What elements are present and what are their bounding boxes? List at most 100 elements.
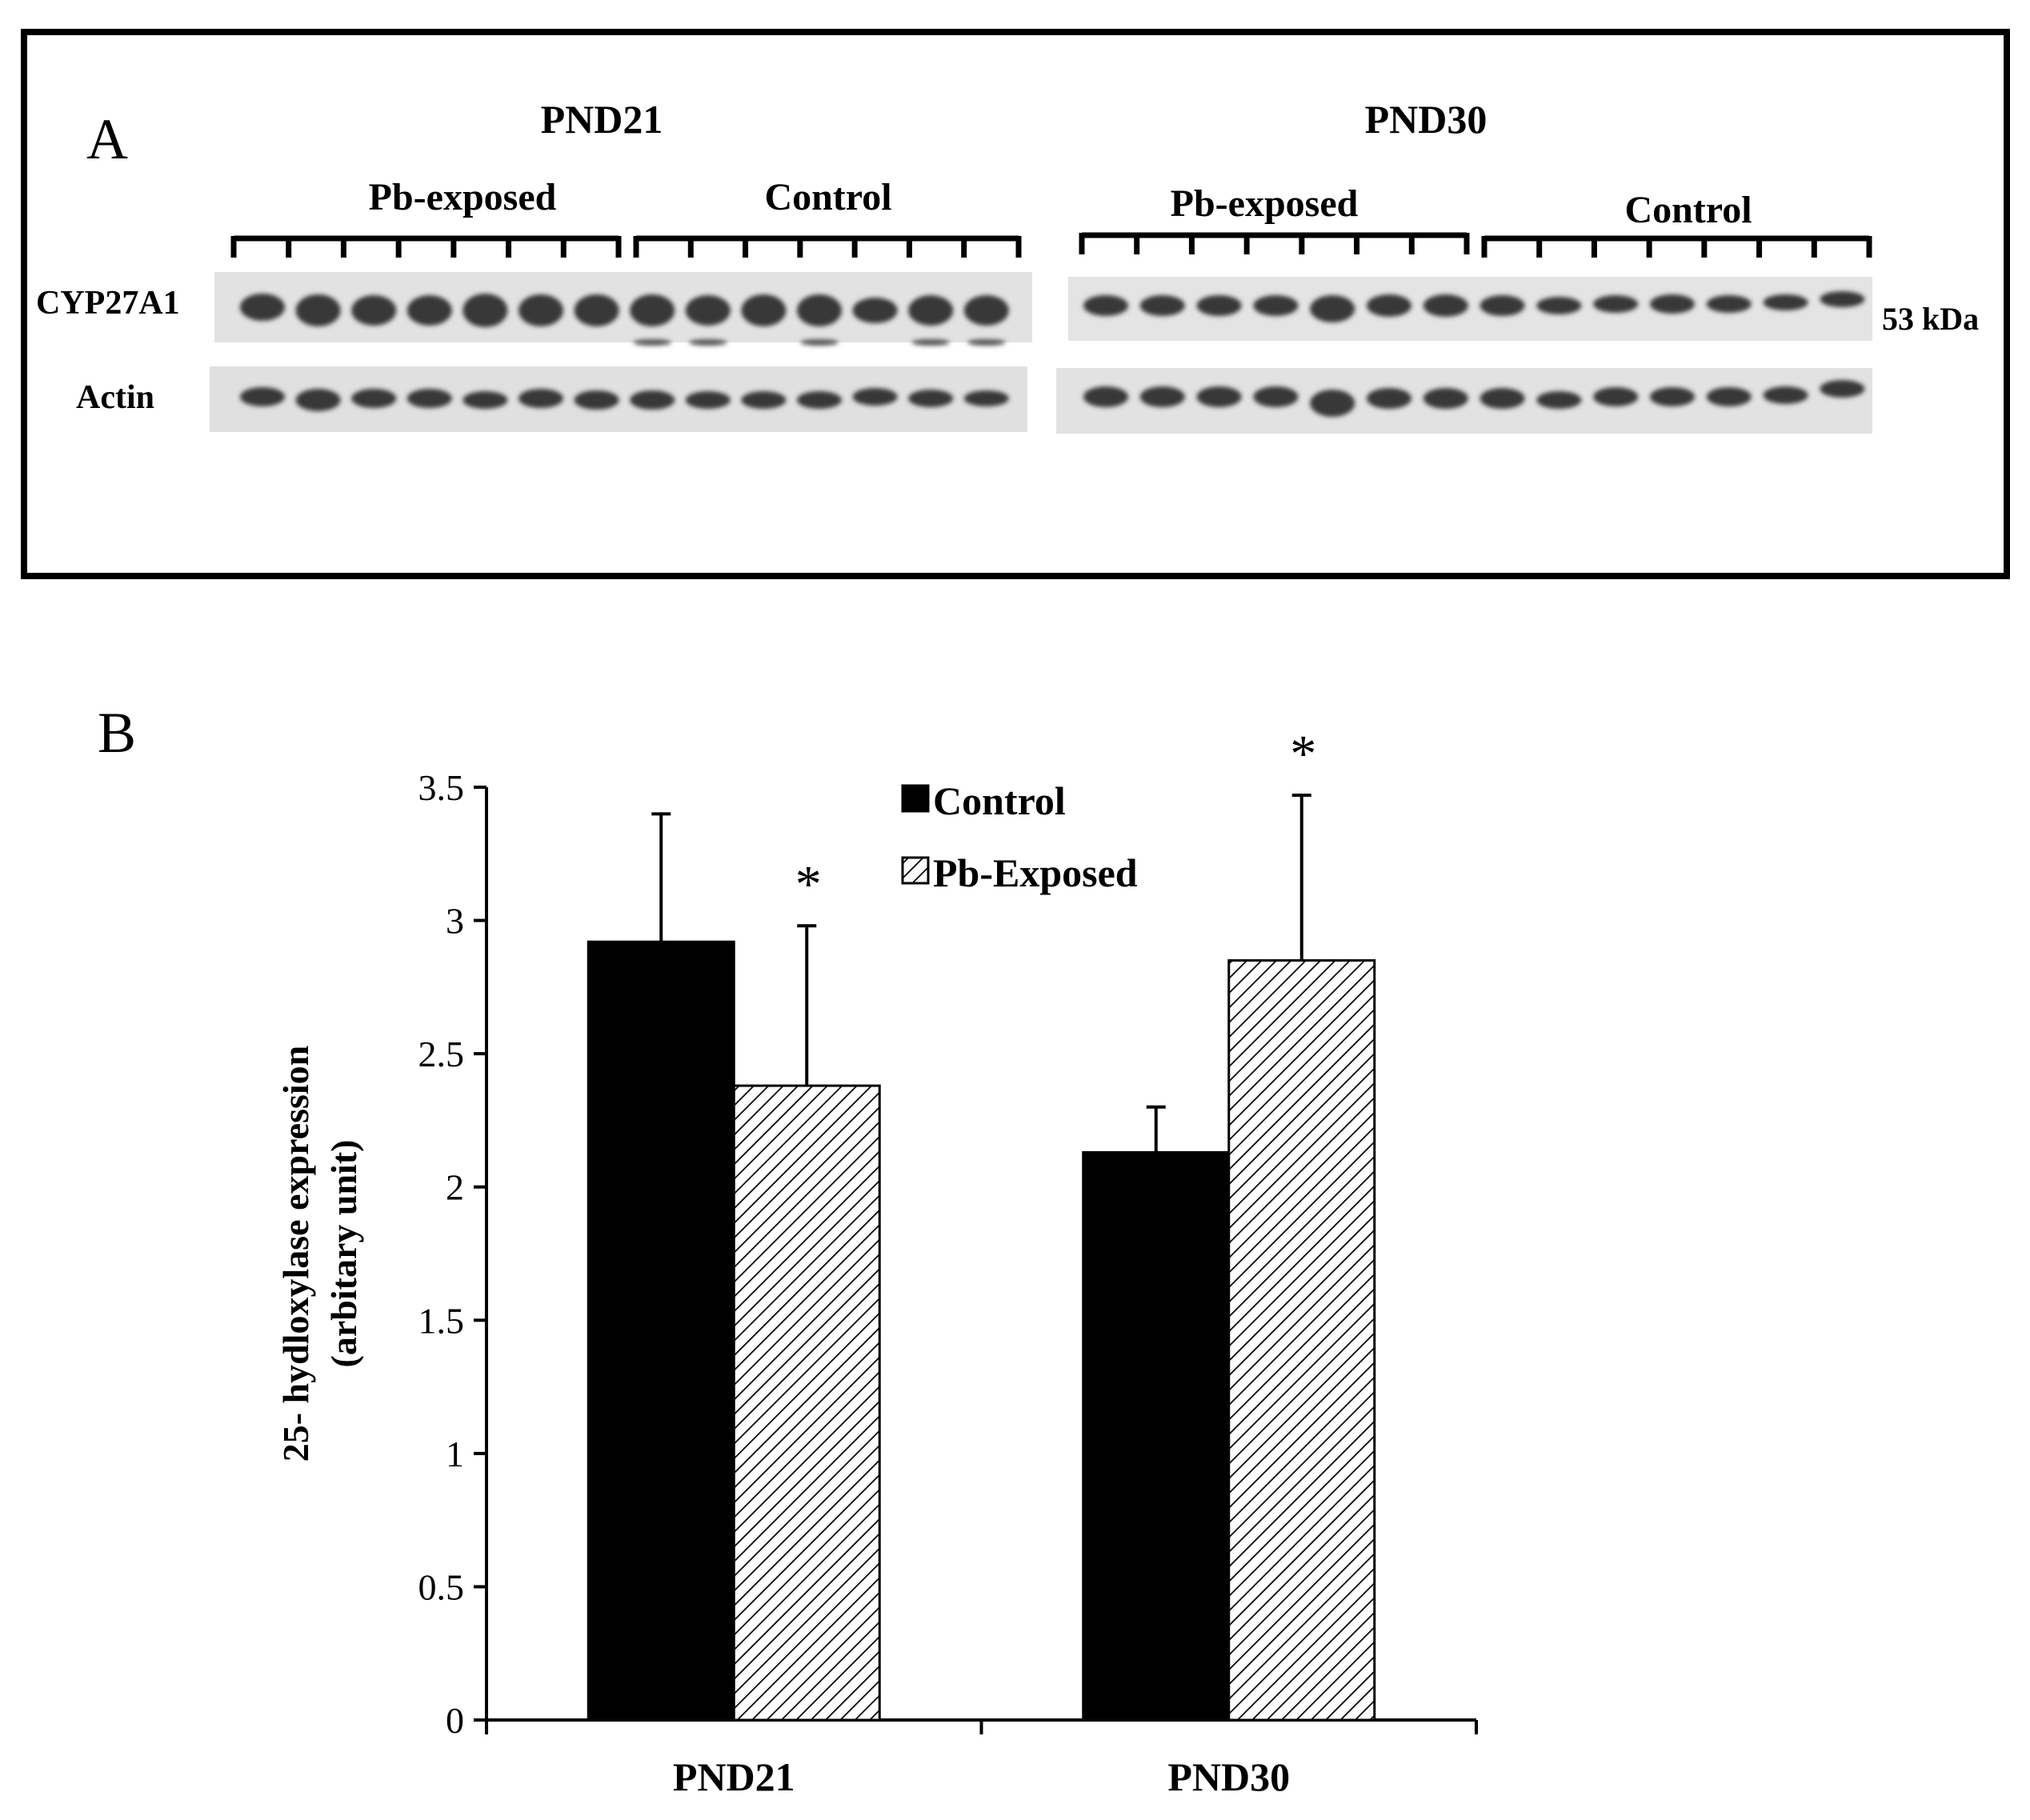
y-tick-label: 0.5 <box>418 1566 465 1607</box>
x-category-label: PND21 <box>673 1754 795 1799</box>
actin-pnd30-band <box>1650 387 1695 406</box>
panel-b: B 0 0.5 1 1.5 2 2.5 3 3.5 * PND21 * PND30 25- hydlox… <box>98 701 1478 1799</box>
group-title-pnd21: PND21 <box>541 97 663 142</box>
y-tick-label: 2.5 <box>418 1034 465 1074</box>
subgroup-label-pnd21-pb: Pb-exposed <box>369 176 557 218</box>
cyp27a1-pnd30-band <box>1820 291 1865 307</box>
y-tick-label: 0 <box>446 1700 464 1741</box>
cyp27a1-pnd30-band <box>1593 295 1639 313</box>
actin-pnd21-band <box>963 390 1009 406</box>
actin-pnd30-band <box>1139 386 1185 407</box>
actin-pnd21-band <box>351 389 397 408</box>
lane-brackets <box>230 232 1872 258</box>
blot-strip-cyp-pnd30 <box>1068 277 1872 341</box>
blot-bands <box>240 291 1865 417</box>
row-label-cyp27a1: CYP27A1 <box>36 285 180 322</box>
legend-label-control: Control <box>933 778 1066 823</box>
x-category-label: PND30 <box>1167 1754 1290 1799</box>
actin-pnd21-band <box>852 388 898 406</box>
actin-pnd30-band <box>1479 388 1525 409</box>
cyp27a1-pnd30-band <box>1423 294 1468 317</box>
cyp27a1-pnd21-band <box>630 294 675 326</box>
y-axis-label: 25- hydloxylase expression <box>275 1046 316 1462</box>
y-tick-label: 1.5 <box>418 1300 465 1341</box>
cyp27a1-pnd21-band <box>295 294 341 326</box>
legend-label-pb-exposed: Pb-Exposed <box>933 850 1138 895</box>
cyp27a1-pnd30-band <box>1139 295 1185 316</box>
panel-a-frame <box>21 29 2010 579</box>
actin-pnd21-band <box>630 390 675 410</box>
molecular-weight-marker: 53 kDa <box>1882 301 1979 337</box>
actin-pnd21-band <box>519 389 563 408</box>
actin-pnd30-band <box>1253 386 1299 407</box>
legend-swatch-pb-exposed <box>901 856 930 885</box>
y-tick-label: 1 <box>446 1434 464 1474</box>
bar-pnd30-pb-exposed <box>1227 959 1376 1722</box>
actin-pnd21-band <box>797 391 842 409</box>
actin-pnd30-band <box>1196 386 1242 407</box>
actin-pnd21-band <box>574 390 619 410</box>
bar-chart: 0 0.5 1 1.5 2 2.5 3 3.5 * PND21 * PND30 25- hydloxyl… <box>275 725 1478 1799</box>
actin-pnd21-band <box>741 391 787 409</box>
actin-pnd21-band <box>240 387 285 406</box>
actin-pnd30-band <box>1083 386 1128 407</box>
actin-pnd30-band <box>1367 388 1411 409</box>
subgroup-label-pnd30-pb: Pb-exposed <box>1171 182 1359 225</box>
y-tick-label: 2 <box>446 1167 464 1208</box>
cyp27a1-pnd21-band <box>406 295 452 326</box>
actin-pnd30-band <box>1820 380 1865 398</box>
faint-band <box>967 339 1006 346</box>
bar-pnd30-control <box>1082 1150 1231 1722</box>
cyp27a1-pnd21-band <box>519 294 563 326</box>
cyp27a1-pnd30-band <box>1536 297 1582 314</box>
bar-pnd21-pb-exposed <box>732 1084 881 1722</box>
significance-star: * <box>795 855 822 914</box>
actin-pnd30-band <box>1423 388 1468 409</box>
panel-b-label: B <box>98 701 136 765</box>
row-label-actin: Actin <box>76 379 154 416</box>
subgroup-label-pnd30-control: Control <box>1624 189 1752 231</box>
actin-pnd30-band <box>1706 387 1752 406</box>
legend-swatch-control <box>901 784 930 813</box>
group-title-pnd30: PND30 <box>1365 97 1487 142</box>
cyp27a1-pnd21-band <box>908 295 954 326</box>
cyp27a1-pnd30-band <box>1310 295 1355 322</box>
cyp27a1-pnd30-band <box>1083 295 1128 316</box>
panel-a-label: A <box>86 107 128 171</box>
faint-band <box>911 339 951 346</box>
significance-star: * <box>1290 725 1316 783</box>
y-axis-label-unit: (arbitary unit) <box>323 1140 364 1368</box>
cyp27a1-pnd21-band <box>963 295 1009 326</box>
actin-pnd21-band <box>406 389 452 408</box>
bar-pnd21-control <box>587 940 735 1722</box>
subgroup-label-pnd21-control: Control <box>764 176 891 218</box>
faint-band <box>633 339 672 346</box>
cyp27a1-pnd30-band <box>1196 295 1242 316</box>
faint-band <box>800 339 839 346</box>
cyp27a1-pnd30-band <box>1479 295 1525 316</box>
actin-pnd30-band <box>1763 386 1808 404</box>
cyp27a1-pnd30-band <box>1253 295 1299 316</box>
cyp27a1-pnd21-band <box>797 294 842 326</box>
actin-pnd30-band <box>1536 391 1582 409</box>
actin-pnd21-band <box>685 391 731 409</box>
actin-pnd21-band <box>908 390 954 407</box>
panel-a: A PND21 PND30 Pb-exposed Control Pb-expo… <box>21 29 2010 579</box>
legend: Control Pb-Exposed <box>901 778 1138 895</box>
actin-pnd21-band <box>295 389 341 411</box>
actin-pnd30-band <box>1310 390 1355 417</box>
cyp27a1-pnd21-band <box>351 295 397 326</box>
cyp27a1-pnd30-band <box>1706 295 1752 313</box>
actin-pnd21-band <box>462 391 508 409</box>
cyp27a1-pnd21-band <box>741 294 787 326</box>
faint-band <box>688 339 727 346</box>
cyp27a1-pnd21-band <box>240 294 285 321</box>
cyp27a1-pnd30-band <box>1650 294 1695 314</box>
cyp27a1-pnd21-band <box>462 294 508 327</box>
cyp27a1-pnd21-band <box>574 294 619 326</box>
cyp27a1-pnd30-band <box>1763 294 1808 310</box>
y-tick-label: 3 <box>446 901 464 942</box>
cyp27a1-pnd21-band <box>685 295 731 326</box>
cyp27a1-pnd30-band <box>1367 294 1411 317</box>
